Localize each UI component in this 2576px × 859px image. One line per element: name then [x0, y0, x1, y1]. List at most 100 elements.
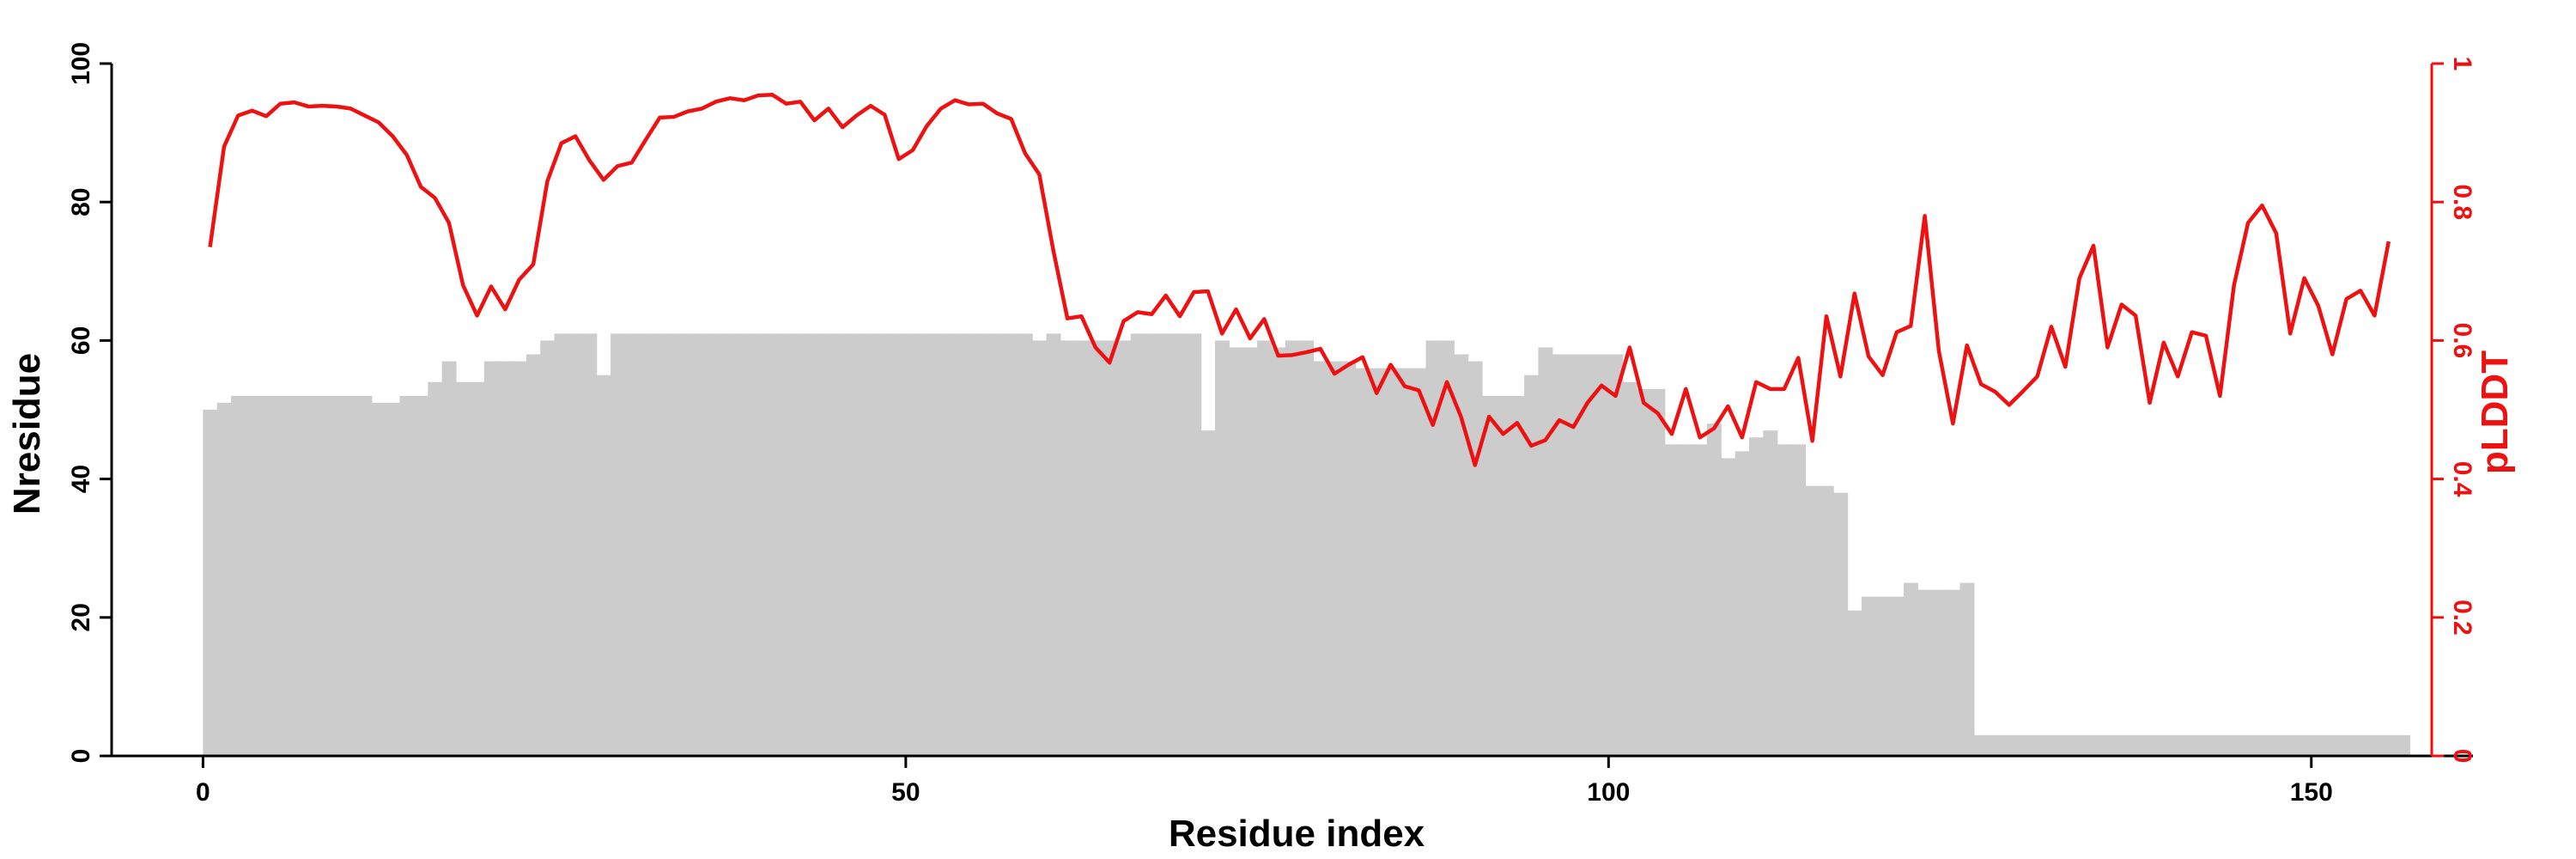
bar [315, 395, 331, 756]
bar [1904, 582, 1919, 756]
bar [2016, 734, 2031, 756]
bar [1370, 368, 1384, 756]
bar [1467, 361, 1483, 756]
bar [1158, 333, 1174, 756]
bar [1538, 347, 1553, 756]
bar [582, 333, 598, 756]
bar [666, 333, 682, 756]
plddt-line-series [208, 93, 2391, 467]
bar [2198, 734, 2214, 756]
bar [2142, 734, 2158, 756]
x-axis-title: Residue index [1169, 813, 1425, 855]
bar [708, 333, 724, 756]
bar [1481, 395, 1497, 756]
bar [2058, 734, 2074, 756]
bar [2044, 734, 2059, 756]
bar [1046, 333, 1061, 756]
y-tick-label: 100 [67, 42, 95, 85]
bar [1313, 361, 1328, 756]
x-tick-label: 0 [196, 778, 210, 807]
bar [990, 333, 1005, 756]
bar [624, 333, 640, 756]
bar [737, 333, 752, 756]
bar [1875, 596, 1891, 756]
bar [2184, 734, 2200, 756]
bar [1917, 589, 1933, 756]
bar [1116, 340, 1132, 756]
bar [2339, 734, 2354, 756]
bar [1187, 333, 1202, 756]
bar [2227, 734, 2242, 756]
y-axis-title: Nresidue [6, 353, 48, 515]
bar [920, 333, 935, 756]
bar [1959, 582, 1975, 756]
bar [483, 361, 499, 756]
bar [287, 395, 302, 756]
y-tick-label: 80 [67, 188, 95, 216]
bar [1735, 451, 1750, 756]
bar [750, 333, 766, 756]
bar [441, 361, 457, 756]
bar [498, 361, 513, 756]
bar-series [203, 333, 2410, 756]
bar [1988, 734, 2003, 756]
bar [357, 395, 373, 756]
bar [2156, 734, 2172, 756]
bar [975, 333, 991, 756]
bar [596, 375, 611, 756]
bar [2171, 734, 2186, 756]
bar [1819, 485, 1834, 756]
bar [1706, 423, 1722, 756]
bar [526, 354, 541, 756]
bar [1285, 340, 1300, 756]
x-tick-label: 50 [891, 778, 920, 807]
bar [554, 333, 569, 756]
bar [1622, 381, 1637, 756]
bar [2255, 734, 2270, 756]
bar [933, 333, 949, 756]
bar [1004, 333, 1019, 756]
y2-tick-label: 0 [2448, 749, 2476, 764]
bar [1692, 444, 1708, 756]
bar [723, 333, 738, 756]
bar [2002, 734, 2017, 756]
bar [962, 333, 977, 756]
bar [2030, 734, 2045, 756]
bar [1889, 596, 1905, 756]
bar [905, 333, 920, 756]
bar [399, 395, 415, 756]
bar [1679, 444, 1694, 756]
bar [680, 333, 696, 756]
bar [273, 395, 289, 756]
y2-tick-label: 0.4 [2448, 461, 2476, 497]
bar [1973, 734, 1989, 756]
bar [2240, 734, 2256, 756]
bar [611, 333, 626, 756]
bar [1791, 444, 1807, 756]
bar [1805, 485, 1820, 756]
x-tick-label: 100 [1587, 778, 1630, 807]
bar [245, 395, 260, 756]
bar [1454, 354, 1469, 756]
y-tick-label: 0 [67, 749, 95, 764]
bar [779, 333, 794, 756]
bar [1439, 340, 1455, 756]
bar [1130, 333, 1145, 756]
bar [1271, 347, 1286, 756]
bar [1777, 444, 1792, 756]
bar [1496, 395, 1511, 756]
bar [413, 395, 428, 756]
bar [2367, 734, 2383, 756]
bar [343, 395, 359, 756]
y2-tick-label: 1 [2448, 57, 2476, 71]
bar [2114, 734, 2129, 756]
plddt-line [208, 93, 2391, 467]
bar [1397, 368, 1413, 756]
bar [1763, 430, 1778, 756]
bar [2297, 734, 2312, 756]
bar [1327, 361, 1342, 756]
bar [1229, 347, 1244, 756]
bar [1412, 368, 1427, 756]
bar [1847, 610, 1862, 756]
bar [2353, 734, 2368, 756]
